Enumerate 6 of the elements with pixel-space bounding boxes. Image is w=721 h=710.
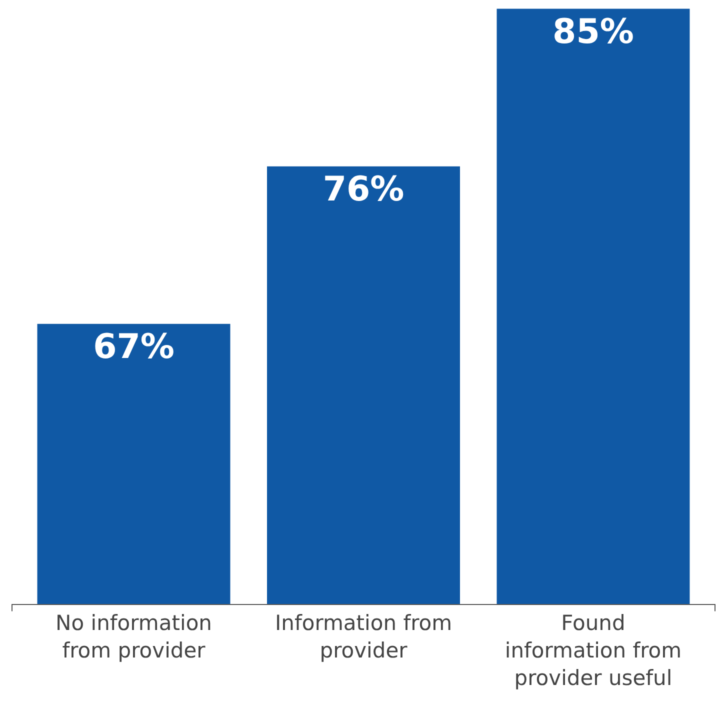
x-tick-label: Information from provider bbox=[274, 611, 452, 662]
data-label: 76% bbox=[322, 169, 404, 210]
data-label: 67% bbox=[93, 326, 174, 367]
x-tick-label: No information from provider bbox=[56, 611, 212, 662]
x-tick-label: Found information from provider useful bbox=[504, 611, 682, 690]
data-label: 85% bbox=[552, 12, 634, 52]
